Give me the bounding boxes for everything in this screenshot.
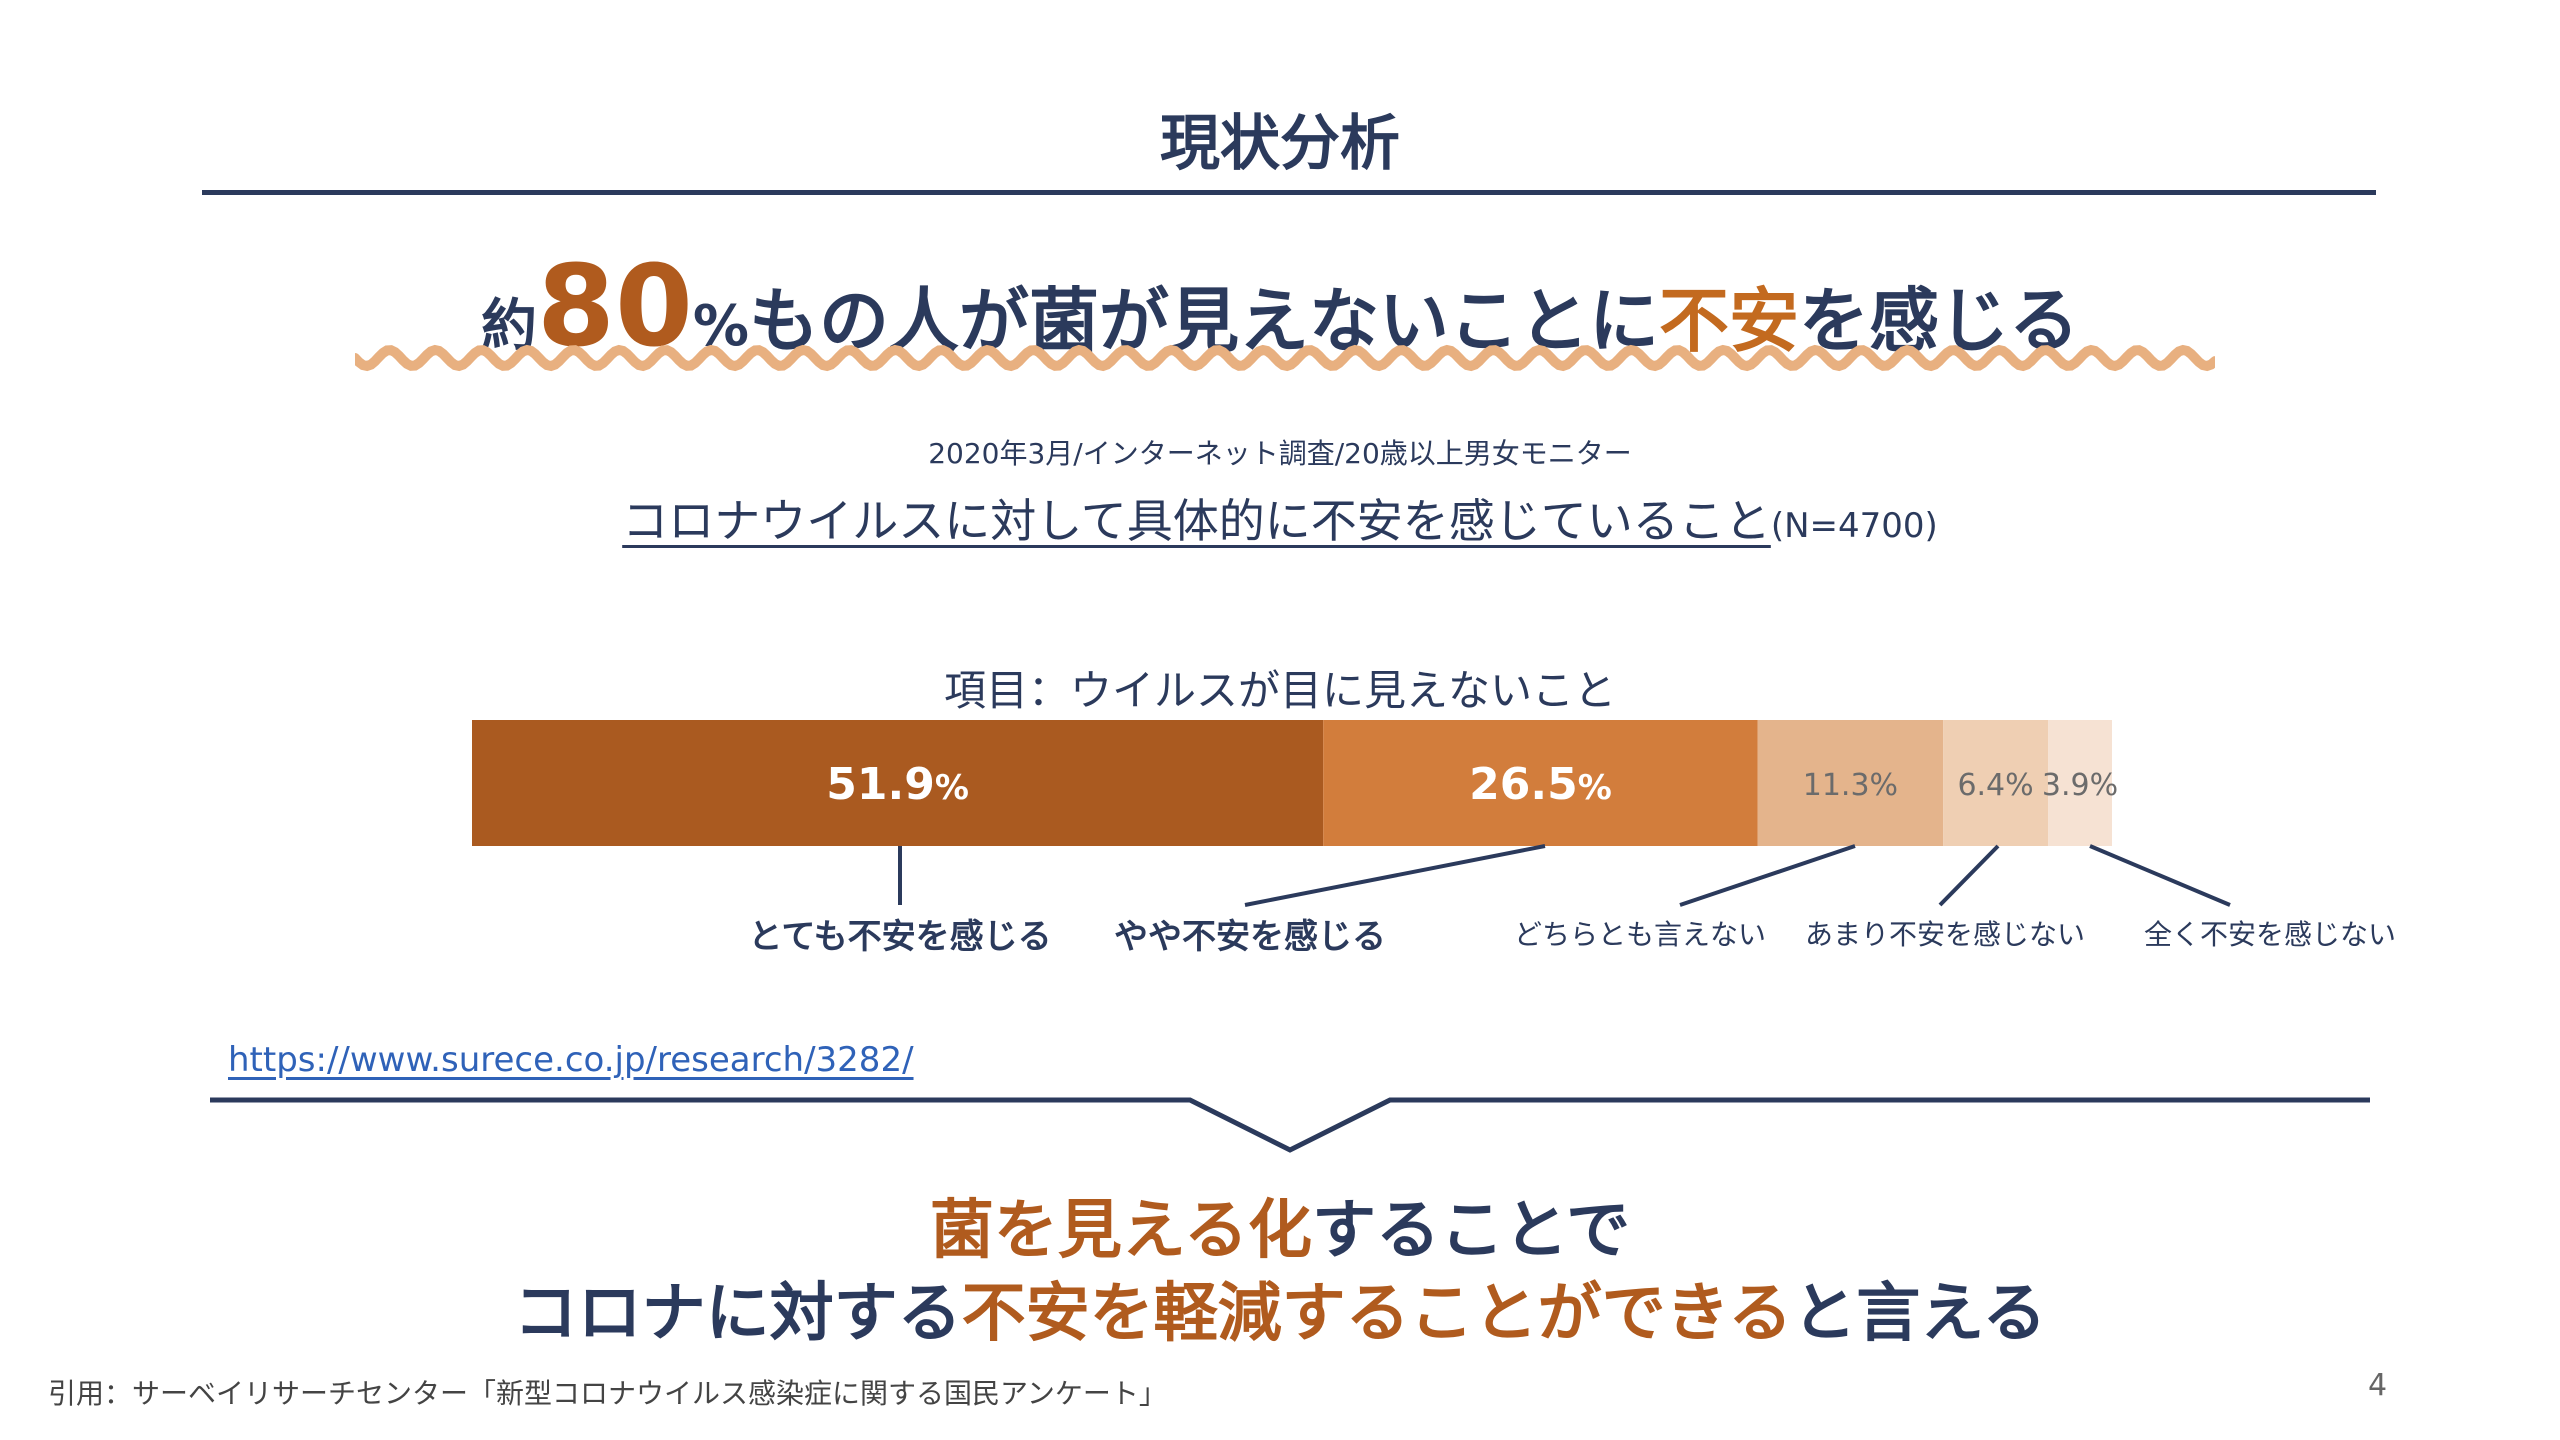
- survey-question-text: コロナウイルスに対して具体的に不安を感じていること: [622, 494, 1771, 548]
- conclusion-text-2b: と言える: [1792, 1277, 2047, 1352]
- title-underline: [202, 190, 2376, 195]
- headline-suffix: を感じる: [1798, 280, 2079, 362]
- data-label-2: 26.5%: [1469, 759, 1612, 810]
- bar-segment-4: [1943, 720, 2049, 846]
- conclusion-highlight-1: 菌を見える化: [929, 1194, 1312, 1268]
- page-number: 4: [2368, 1368, 2388, 1403]
- conclusion-text-2a: コロナに対する: [513, 1277, 962, 1352]
- data-label-4: 6.4%: [1957, 768, 2033, 803]
- conclusion-highlight-2: 不安を軽減することができる: [961, 1277, 1793, 1352]
- wave-underline: [355, 344, 2215, 372]
- chevron-divider: [210, 1097, 2370, 1153]
- leader-line-4: [1938, 844, 2000, 907]
- chart-item-label: 項目：ウイルスが目に見えないこと: [943, 666, 1616, 715]
- category-label-1: とても不安を感じる: [748, 917, 1051, 957]
- bar-segment-3: [1757, 720, 1944, 846]
- conclusion-line-1: 菌を見える化することで: [0, 1190, 2560, 1273]
- leader-line-3: [1679, 844, 1856, 907]
- bar-segment-2: [1323, 720, 1758, 846]
- data-label-1: 51.9%: [826, 759, 969, 810]
- stacked-bar-chart: 51.9% とても不安を感じる 26.5% やや不安を感じる 11.3% どちらとも言えな…: [472, 720, 2396, 957]
- conclusion-line-2: コロナに対する不安を軽減することができると言える: [0, 1273, 2560, 1356]
- leader-line-5: [2089, 844, 2231, 907]
- slide-title: 現状分析: [1160, 109, 1400, 179]
- conclusion-text-1: することで: [1312, 1194, 1631, 1268]
- bar-segment-5: [2048, 720, 2112, 846]
- leader-line-2: [1244, 844, 1546, 907]
- headline-percent: %: [692, 294, 749, 359]
- bar-segment-1: [472, 720, 1324, 846]
- category-label-3: どちらとも言えない: [1514, 918, 1766, 951]
- source-link[interactable]: https://www.surece.co.jp/research/3282/: [228, 1040, 914, 1080]
- data-label-3: 11.3%: [1803, 768, 1898, 803]
- citation: 引用：サーベイリサーチセンター「新型コロナウイルス感染症に関する国民アンケート」: [48, 1377, 1167, 1410]
- category-label-5: 全く不安を感じない: [2144, 918, 2396, 951]
- category-label-4: あまり不安を感じない: [1805, 918, 2085, 951]
- sample-size: (N=4700): [1770, 506, 1938, 546]
- survey-question: コロナウイルスに対して具体的に不安を感じていること(N=4700): [0, 485, 2560, 551]
- data-label-5: 3.9%: [2042, 768, 2118, 803]
- survey-meta: 2020年3月/インターネット調査/20歳以上男女モニター: [928, 437, 1632, 470]
- conclusion: 菌を見える化することで コロナに対する不安を軽減することができると言える: [0, 1190, 2560, 1356]
- category-label-2: やや不安を感じる: [1114, 917, 1386, 957]
